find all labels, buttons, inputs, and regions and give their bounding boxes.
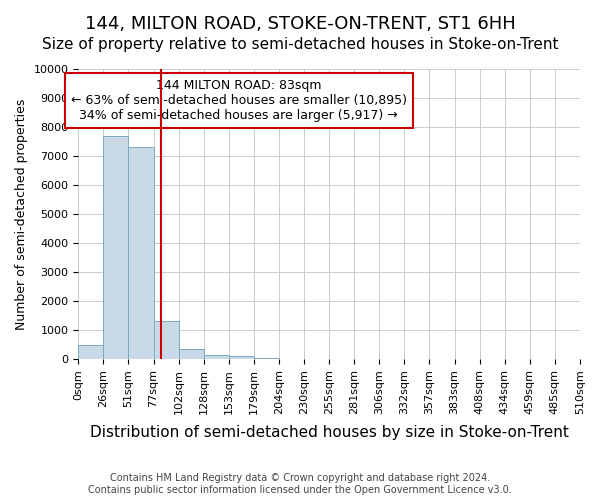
Bar: [229, 356, 254, 359]
Text: Contains HM Land Registry data © Crown copyright and database right 2024.
Contai: Contains HM Land Registry data © Crown c…: [88, 474, 512, 495]
Bar: [254, 358, 279, 359]
X-axis label: Distribution of semi-detached houses by size in Stoke-on-Trent: Distribution of semi-detached houses by …: [90, 425, 569, 440]
Bar: [78, 344, 103, 359]
Text: Size of property relative to semi-detached houses in Stoke-on-Trent: Size of property relative to semi-detach…: [42, 38, 558, 52]
Text: 144, MILTON ROAD, STOKE-ON-TRENT, ST1 6HH: 144, MILTON ROAD, STOKE-ON-TRENT, ST1 6H…: [85, 15, 515, 33]
Text: 144 MILTON ROAD: 83sqm
← 63% of semi-detached houses are smaller (10,895)
34% of: 144 MILTON ROAD: 83sqm ← 63% of semi-det…: [71, 79, 407, 122]
Y-axis label: Number of semi-detached properties: Number of semi-detached properties: [15, 98, 28, 330]
Bar: [103, 136, 128, 359]
Bar: [128, 148, 154, 359]
Bar: [204, 355, 229, 359]
Bar: [179, 349, 204, 359]
Bar: [154, 322, 179, 359]
